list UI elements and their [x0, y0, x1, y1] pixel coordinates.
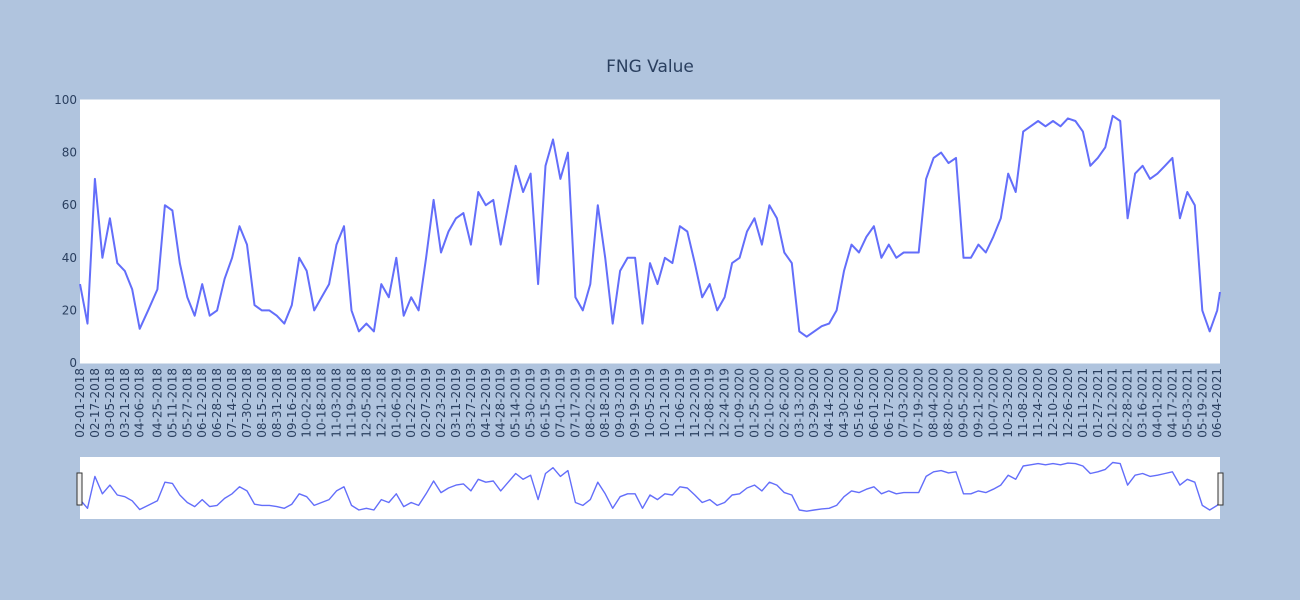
x-tick-label: 01-11-2021 [1076, 368, 1090, 438]
x-tick-label: 10-02-2018 [300, 368, 314, 438]
x-tick-label: 05-11-2018 [165, 368, 179, 438]
x-tick-label: 03-11-2019 [449, 368, 463, 438]
x-tick-label: 11-08-2020 [1016, 368, 1030, 438]
x-tick-label: 02-28-2021 [1121, 368, 1135, 438]
y-tick-label: 40 [62, 251, 77, 265]
x-tick-label: 07-14-2018 [225, 368, 239, 438]
x-tick-label: 01-22-2019 [404, 368, 418, 438]
x-tick-label: 04-17-2021 [1165, 368, 1179, 438]
x-tick-label: 10-07-2020 [986, 368, 1000, 438]
x-tick-label: 04-06-2018 [133, 368, 147, 438]
x-tick-label: 11-19-2018 [344, 368, 358, 438]
x-tick-label: 04-30-2020 [837, 368, 851, 438]
x-tick-label: 05-16-2020 [852, 368, 866, 438]
x-tick-label: 05-30-2019 [524, 368, 538, 438]
x-tick-label: 02-23-2019 [434, 368, 448, 438]
x-tick-label: 06-01-2020 [867, 368, 881, 438]
x-tick-label: 02-26-2020 [777, 368, 791, 438]
x-tick-label: 06-04-2021 [1210, 368, 1224, 438]
x-tick-label: 02-10-2020 [762, 368, 776, 438]
chart-title: FNG Value [606, 57, 694, 77]
y-tick-label: 60 [62, 198, 77, 212]
x-tick-label: 02-01-2018 [73, 368, 87, 438]
y-tick-label: 20 [62, 303, 77, 317]
x-tick-label: 03-21-2018 [118, 368, 132, 438]
x-tick-label: 05-27-2018 [180, 368, 194, 438]
x-tick-label: 05-19-2021 [1195, 368, 1209, 438]
range-slider[interactable] [80, 457, 1220, 519]
x-tick-label: 07-01-2019 [553, 368, 567, 438]
x-tick-label: 10-23-2020 [1001, 368, 1015, 438]
x-tick-label: 11-22-2019 [688, 368, 702, 438]
line [79, 114, 1221, 338]
x-tick-label: 06-12-2018 [195, 368, 209, 438]
x-tick-label: 08-15-2018 [255, 368, 269, 438]
x-tick-label: 03-05-2018 [103, 368, 117, 438]
x-tick-label: 01-09-2020 [733, 368, 747, 438]
slider-line [79, 461, 1221, 512]
x-tick-label: 06-15-2019 [539, 368, 553, 438]
x-tick-label: 07-03-2020 [897, 368, 911, 438]
x-tick-label: 08-31-2018 [270, 368, 284, 438]
plot-area [80, 100, 1220, 363]
x-tick-label: 06-28-2018 [210, 368, 224, 438]
x-tick-label: 09-21-2020 [971, 368, 985, 438]
x-tick-label: 02-07-2019 [419, 368, 433, 438]
x-tick-label: 07-17-2019 [568, 368, 582, 438]
x-tick-label: 03-29-2020 [807, 368, 821, 438]
x-tick-label: 03-27-2019 [464, 368, 478, 438]
x-tick-label: 09-03-2019 [613, 368, 627, 438]
x-tick-label: 04-14-2020 [822, 368, 836, 438]
x-tick-label: 11-24-2020 [1031, 368, 1045, 438]
x-tick-label: 12-21-2018 [374, 368, 388, 438]
x-tick-label: 10-05-2019 [643, 368, 657, 438]
x-tick-label: 12-24-2019 [718, 368, 732, 438]
x-tick-label: 12-05-2018 [359, 368, 373, 438]
x-tick-label: 08-18-2019 [598, 368, 612, 438]
x-tick-label: 08-02-2019 [583, 368, 597, 438]
x-tick-label: 08-20-2020 [942, 368, 956, 438]
x-tick-label: 01-27-2021 [1091, 368, 1105, 438]
x-tick-label: 10-18-2018 [315, 368, 329, 438]
x-tick-label: 04-25-2018 [150, 368, 164, 438]
x-tick-label: 12-08-2019 [703, 368, 717, 438]
x-tick-label: 10-21-2019 [658, 368, 672, 438]
x-tick-label: 09-19-2019 [628, 368, 642, 438]
x-tick-label: 01-25-2020 [747, 368, 761, 438]
x-tick-label: 03-16-2021 [1136, 368, 1150, 438]
slider-handle[interactable] [1217, 472, 1224, 506]
x-tick-label: 11-03-2018 [330, 368, 344, 438]
x-tick-label: 06-17-2020 [882, 368, 896, 438]
x-tick-label: 01-06-2019 [389, 368, 403, 438]
x-tick-label: 02-12-2021 [1106, 368, 1120, 438]
x-tick-label: 04-01-2021 [1150, 368, 1164, 438]
slider-handle[interactable] [76, 472, 83, 506]
x-tick-label: 08-04-2020 [927, 368, 941, 438]
x-tick-label: 07-19-2020 [912, 368, 926, 438]
x-tick-label: 04-12-2019 [479, 368, 493, 438]
x-tick-label: 02-17-2018 [88, 368, 102, 438]
x-tick-label: 07-30-2018 [240, 368, 254, 438]
y-tick-label: 0 [69, 356, 77, 370]
x-tick-label: 04-28-2019 [494, 368, 508, 438]
x-tick-label: 03-13-2020 [792, 368, 806, 438]
y-tick-label: 80 [62, 146, 77, 160]
x-tick-label: 12-10-2020 [1046, 368, 1060, 438]
x-tick-label: 05-03-2021 [1180, 368, 1194, 438]
x-tick-label: 12-26-2020 [1061, 368, 1075, 438]
y-tick-label: 100 [54, 93, 77, 107]
x-tick-label: 09-05-2020 [956, 368, 970, 438]
x-tick-label: 09-16-2018 [285, 368, 299, 438]
x-tick-label: 05-14-2019 [509, 368, 523, 438]
x-tick-label: 11-06-2019 [673, 368, 687, 438]
